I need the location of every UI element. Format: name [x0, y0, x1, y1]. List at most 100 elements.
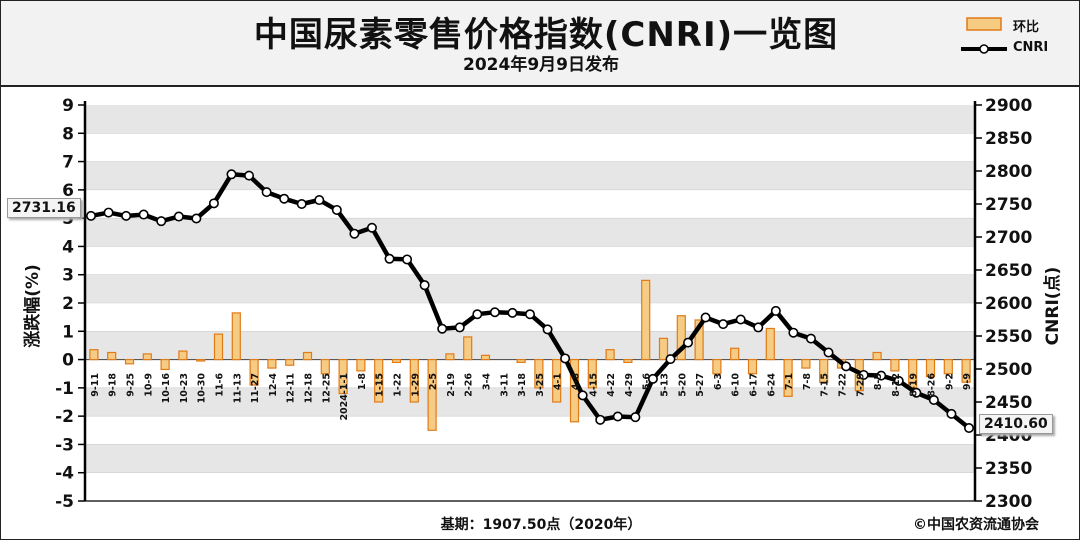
- bar: [178, 350, 188, 361]
- left-tick-label: 3: [62, 266, 74, 286]
- cnri-end-callout: 2410.60: [979, 414, 1053, 434]
- bar: [374, 358, 384, 403]
- x-tick-label: 4-22: [606, 373, 617, 397]
- x-tick-label: 1-22: [393, 373, 404, 397]
- x-tick-label: 1-8: [357, 373, 368, 391]
- chart-svg: 9 8 7 6 5 4 3 2 1 0 -1 -2 -3 -4 -5 2900 2850 2800 2750 2700…: [22, 96, 1063, 512]
- left-tick-label: 1: [62, 322, 74, 342]
- cnri-point: [630, 412, 641, 423]
- cnri-point: [296, 199, 307, 210]
- right-axis-label: CNRI(点): [1042, 267, 1063, 346]
- bar: [552, 358, 562, 403]
- cnri-start-callout: 2731.16: [7, 198, 81, 218]
- cnri-point: [893, 375, 904, 386]
- cnri-point: [366, 222, 377, 233]
- left-tick-label: 2: [62, 294, 74, 314]
- right-tick-label: 2700: [985, 228, 1032, 248]
- x-tick-label: 11-13: [232, 373, 243, 403]
- cnri-point: [805, 333, 816, 344]
- cnri-point: [454, 322, 465, 333]
- bar: [463, 336, 473, 361]
- left-tick-label: -2: [55, 407, 74, 427]
- cnri-point: [753, 322, 764, 333]
- cnri-point: [612, 411, 623, 422]
- x-tick-label: 7-1: [784, 373, 795, 390]
- grid-band: [85, 105, 975, 134]
- cnri-point: [384, 253, 395, 264]
- x-tick-label: 7-15: [820, 373, 831, 397]
- left-tick-label: 8: [62, 124, 74, 144]
- right-tick-label: 2350: [985, 459, 1032, 479]
- line-series: [86, 169, 974, 434]
- bar: [124, 358, 135, 365]
- x-tick-label: 10-16: [161, 373, 172, 404]
- bar: [285, 358, 295, 366]
- cnri-point: [542, 324, 553, 335]
- right-tick-label: 2450: [985, 393, 1032, 413]
- chart-title: 中国尿素零售价格指数(CNRI)一览图: [253, 15, 839, 55]
- x-tick-label: 8-5: [873, 373, 884, 390]
- x-tick-label: 8-19: [909, 373, 920, 397]
- bar: [730, 347, 740, 361]
- x-tick-label: 3-11: [499, 373, 510, 397]
- cnri-point: [244, 170, 255, 181]
- bar: [142, 353, 152, 361]
- bar: [605, 349, 615, 361]
- left-tick-label: 9: [62, 96, 74, 116]
- bar: [231, 312, 241, 361]
- bar: [107, 351, 117, 361]
- bar: [801, 358, 811, 369]
- bar: [658, 337, 669, 361]
- left-tick-label: 4: [62, 237, 74, 257]
- left-tick-label: -3: [55, 435, 74, 455]
- cnri-point: [208, 198, 219, 209]
- left-tick-label: 5: [62, 209, 74, 229]
- bar: [480, 354, 491, 361]
- cnri-point: [946, 408, 957, 419]
- x-tick-label: 12-11: [286, 373, 297, 403]
- cnri-point: [472, 309, 483, 320]
- right-tick-label: 2650: [985, 261, 1032, 281]
- x-tick-label: 9-2: [944, 373, 955, 390]
- cnri-point: [665, 354, 676, 365]
- bar: [872, 351, 882, 361]
- cnri-point: [86, 210, 97, 221]
- chart-subtitle: 2024年9月9日发布: [463, 55, 619, 75]
- legend-line-label: CNRI: [1013, 40, 1049, 55]
- x-tick-label: 7-29: [855, 373, 866, 397]
- header: 中国尿素零售价格指数(CNRI)一览图 2024年9月9日发布 环比 CNRI: [1, 1, 1079, 87]
- x-tick-label: 12-25: [321, 373, 332, 403]
- x-tick-label: 6-17: [749, 373, 760, 397]
- x-tick-label: 9-25: [126, 373, 137, 397]
- right-tick-label: 2800: [985, 162, 1032, 182]
- x-tick-label: 4-29: [624, 373, 635, 397]
- cnri-point: [788, 327, 799, 338]
- bar: [213, 333, 224, 361]
- right-tick-label: 2900: [985, 96, 1032, 116]
- x-tick-label: 8-12: [891, 373, 902, 397]
- cnri-point: [314, 195, 325, 206]
- x-tick-label: 1-15: [375, 373, 386, 397]
- x-tick-label: 12-4: [268, 373, 279, 397]
- bar: [391, 358, 402, 364]
- cnri-point: [858, 369, 869, 380]
- cnri-point: [841, 361, 852, 372]
- bar: [712, 358, 722, 375]
- bar: [890, 358, 900, 372]
- cnri-point: [103, 207, 114, 218]
- cnri-point: [683, 337, 694, 348]
- right-tick-label: 2300: [985, 492, 1032, 512]
- bar: [445, 353, 455, 361]
- x-tick-label: 5-20: [677, 373, 688, 397]
- bar: [516, 358, 526, 364]
- bar: [587, 358, 597, 389]
- bar: [249, 358, 259, 386]
- left-tick-label: -4: [55, 464, 74, 484]
- bar: [623, 358, 633, 364]
- legend-line-swatch: [961, 44, 1007, 54]
- cnri-point: [156, 216, 167, 227]
- x-tick-label: 4-1: [553, 373, 564, 390]
- right-tick-label: 2750: [985, 195, 1032, 215]
- grid-band: [85, 444, 975, 473]
- x-tick-label: 11-6: [215, 373, 226, 397]
